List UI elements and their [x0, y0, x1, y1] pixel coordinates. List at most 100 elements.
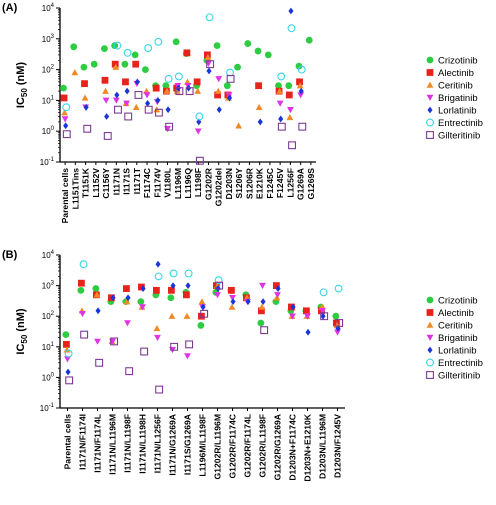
panel-a-point-crizotinib	[213, 42, 221, 50]
panel-a-point-crizotinib	[275, 82, 282, 90]
panel-a-legend-marker	[426, 94, 434, 101]
panel-b-point-brigatinib	[259, 282, 266, 289]
panel-b-category-label: D1203N/F1245V	[333, 414, 343, 478]
panel-b-point-gilteritinib	[65, 376, 74, 385]
panel-b-point-alectinib	[78, 279, 85, 287]
panel-a-point-lorlatinib	[226, 94, 233, 102]
panel-a-point-lorlatinib	[165, 106, 171, 114]
panel-a-point-alectinib	[183, 49, 191, 57]
panel-b-point-lorlatinib	[275, 285, 281, 292]
panel-a-legend-label: Entrectinib	[438, 118, 483, 129]
panel-b-point-gilteritinib	[95, 358, 104, 367]
panel-a-point-lorlatinib	[196, 118, 202, 126]
panel-b-point-ceritinib	[273, 294, 281, 301]
panel-b-point-lorlatinib	[65, 368, 71, 376]
panel-b-legend-label: Lorlatinib	[438, 346, 477, 357]
panel-a-point-entrectinib	[164, 74, 173, 83]
panel-a-point-gilteritinib	[144, 105, 153, 114]
panel-b-point-lorlatinib	[200, 303, 206, 311]
panel-b-category-label: I1171N/F1174I	[78, 414, 88, 470]
panel-a-y-tick-label: 100	[42, 126, 55, 136]
panel-b-point-gilteritinib	[260, 326, 269, 335]
panel-b-y-tick-label: 100	[42, 372, 55, 382]
panel-a-point-crizotinib	[162, 82, 170, 90]
panel-a-point-ceritinib	[286, 114, 294, 121]
panel-a-category-label: L1152V	[91, 168, 101, 198]
panel-a-point-gilteritinib	[226, 74, 235, 83]
panel-a-point-entrectinib	[195, 112, 204, 121]
panel-a-point-lorlatinib	[83, 103, 89, 111]
panel-a-point-ceritinib	[255, 103, 263, 110]
panel-b-legend-label: Brigatinib	[438, 333, 478, 344]
panel-b-y-axis-title: IC50 (nM)	[15, 308, 29, 355]
panel-a-point-ceritinib	[112, 63, 120, 70]
panel-b-point-crizotinib	[167, 294, 175, 302]
panel-a-category-label: S1206Y	[234, 168, 244, 199]
panel-b-category-label: I1171N/L1198F	[123, 414, 133, 473]
panel-a-point-alectinib	[122, 78, 129, 86]
panel-b-point-lorlatinib	[245, 298, 251, 306]
panel-a-point-ceritinib	[102, 87, 109, 94]
panel-a-point-crizotinib	[70, 43, 78, 51]
panel-a-point-gilteritinib	[206, 60, 215, 69]
panel-b-point-lorlatinib	[140, 285, 146, 292]
panel-b-legend-marker	[426, 309, 434, 316]
panel-a-point-lorlatinib	[216, 106, 222, 114]
panel-a-point-entrectinib	[154, 37, 163, 46]
panel-a-point-crizotinib	[80, 63, 88, 71]
panel-a-point-crizotinib	[90, 60, 98, 68]
panel-a-point-crizotinib	[101, 45, 108, 53]
panel-b-category-label: I1171N/L1196M	[108, 414, 118, 475]
panel-b-point-alectinib	[228, 286, 235, 294]
panel-b-point-alectinib	[138, 283, 145, 291]
panel-b-point-gilteritinib	[80, 330, 89, 339]
panel-a-category-label: L1196Q	[183, 168, 193, 199]
panel-b-category-label: I1171N/G1269A	[168, 414, 178, 476]
panel-b-point-brigatinib	[274, 292, 281, 299]
panel-a-y-tick-label: 101	[42, 95, 55, 105]
panel-a-point-gilteritinib	[154, 108, 163, 117]
panel-b-legend-marker	[426, 321, 434, 328]
panel-b-point-alectinib	[168, 286, 175, 294]
panel-b-point-brigatinib	[289, 313, 296, 320]
panel-a-point-brigatinib	[205, 60, 212, 67]
panel-a-point-alectinib	[296, 78, 303, 86]
panel-b-point-gilteritinib	[155, 385, 164, 394]
panel-a-point-lorlatinib	[278, 115, 284, 123]
panel-a-point-alectinib	[193, 78, 201, 86]
panel-b-point-gilteritinib	[140, 347, 149, 356]
panel-b-legend-marker	[426, 296, 434, 304]
panel-b-point-ceritinib	[63, 346, 71, 353]
panel-a-point-entrectinib	[205, 13, 214, 22]
panel-a: (A) 10-1 100 101 102 103 104 IC50 (nM) Parental …	[2, 2, 483, 223]
panel-b-point-lorlatinib	[155, 260, 161, 268]
panel-b-y-tick-label: 104	[42, 250, 55, 260]
panel-b-point-entrectinib	[154, 272, 163, 281]
panel-a-y-tick-label: 103	[42, 34, 55, 44]
panel-a-y-tick-label: 10-1	[40, 157, 55, 167]
panel-a-point-brigatinib	[143, 92, 151, 99]
panel-a-point-gilteritinib	[124, 112, 133, 121]
panel-a-legend-label: Lorlatinib	[438, 106, 477, 117]
panel-a-point-alectinib	[285, 91, 293, 99]
panel-a-point-brigatinib	[297, 92, 305, 99]
panel-b-point-alectinib	[303, 307, 310, 315]
panel-b-point-gilteritinib	[170, 342, 179, 351]
panel-b-point-gilteritinib	[125, 367, 134, 376]
panel-a-category-label: F1174V	[152, 168, 162, 198]
panel-b-point-lorlatinib	[320, 312, 326, 320]
panel-a-point-ceritinib	[71, 69, 79, 76]
panel-b-point-brigatinib	[124, 320, 131, 327]
panel-a-point-ceritinib	[276, 87, 284, 94]
panel-b-point-lorlatinib	[260, 298, 266, 306]
panel-a-legend-label: Gilteritinib	[438, 131, 480, 142]
panel-b-point-alectinib	[153, 286, 160, 294]
panel-a-point-brigatinib	[287, 106, 294, 114]
panel-a-category-label: Parental cells	[60, 168, 70, 224]
panel-a-point-crizotinib	[305, 36, 313, 44]
panel-a-point-brigatinib	[215, 76, 223, 83]
panel-a-point-alectinib	[101, 76, 109, 84]
panel-a-y-axis-title: IC50 (nM)	[15, 62, 29, 109]
panel-a-category-label: L1256F	[285, 168, 295, 198]
panel-a-category-label: G1202R	[203, 167, 213, 200]
